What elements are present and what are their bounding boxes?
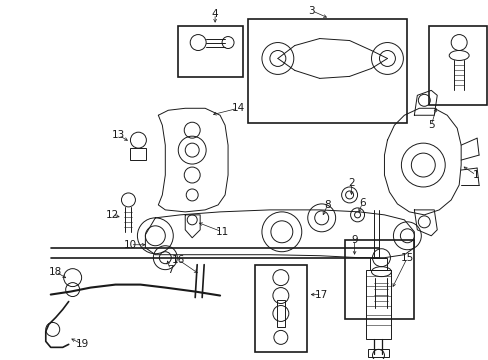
Text: 15: 15	[400, 253, 413, 263]
Bar	[365, 270, 390, 339]
Text: 10: 10	[123, 240, 137, 250]
Text: 11: 11	[215, 227, 228, 237]
Text: 8: 8	[324, 200, 330, 210]
Text: 13: 13	[112, 130, 125, 140]
Bar	[344, 240, 413, 319]
Text: 5: 5	[427, 120, 434, 130]
Bar	[428, 26, 486, 105]
Text: 19: 19	[76, 339, 89, 349]
Text: 12: 12	[106, 210, 119, 220]
Text: 9: 9	[350, 235, 357, 245]
Text: 4: 4	[211, 9, 218, 19]
Bar	[130, 148, 146, 160]
Bar	[276, 300, 285, 328]
Bar	[247, 19, 407, 123]
Text: 14: 14	[231, 103, 244, 113]
Bar	[367, 349, 388, 357]
Bar	[178, 26, 243, 77]
Text: 7: 7	[166, 265, 173, 275]
Text: 16: 16	[171, 255, 184, 265]
Text: 1: 1	[472, 170, 478, 180]
Bar	[254, 265, 306, 352]
Text: 3: 3	[308, 6, 314, 15]
Bar	[369, 258, 386, 270]
Text: 18: 18	[49, 267, 62, 276]
Text: 17: 17	[314, 289, 327, 300]
Text: 2: 2	[347, 178, 354, 188]
Text: 6: 6	[359, 198, 365, 208]
